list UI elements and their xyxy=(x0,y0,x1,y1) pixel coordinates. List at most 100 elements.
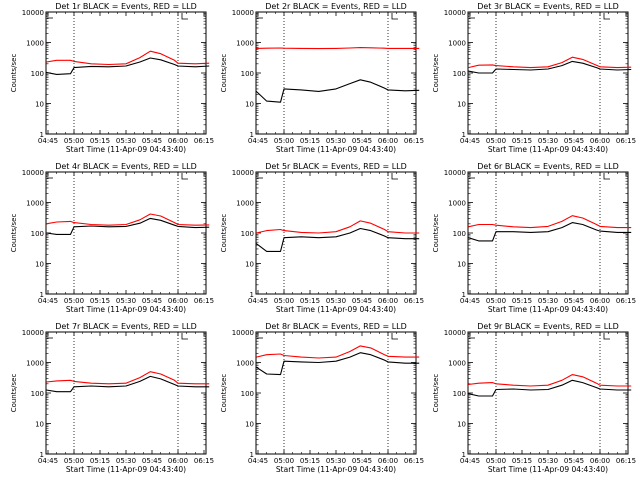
x-tick-label: 05:00 xyxy=(486,137,506,145)
x-tick-label: 05:00 xyxy=(486,297,506,305)
x-tick-label: 05:15 xyxy=(512,137,532,145)
y-tick-label: 10000 xyxy=(22,329,44,337)
x-axis-label: Start Time (11-Apr-09 04:43:40) xyxy=(488,305,608,314)
x-tick-label: 06:15 xyxy=(194,297,214,305)
corner-marker xyxy=(603,333,610,340)
series-lld-line xyxy=(256,220,420,234)
x-axis-label: Start Time (11-Apr-09 04:43:40) xyxy=(276,305,396,314)
y-tick-label: 10000 xyxy=(444,169,466,177)
x-tick-label: 05:00 xyxy=(486,457,506,465)
plot-frame xyxy=(255,11,417,135)
y-axis-label: Counts/sec xyxy=(432,214,440,253)
y-tick-label: 1000 xyxy=(236,360,254,368)
series-events-line xyxy=(46,217,210,235)
series-events-line xyxy=(468,222,632,242)
x-tick-label: 05:45 xyxy=(352,297,372,305)
y-axis-label: Counts/sec xyxy=(432,374,440,413)
y-tick-label: 10 xyxy=(35,101,44,109)
x-tick-label: 05:30 xyxy=(116,457,136,465)
x-tick-label: 06:15 xyxy=(194,137,214,145)
corner-marker xyxy=(603,13,610,20)
x-tick-label: 06:15 xyxy=(616,457,636,465)
y-tick-label: 1000 xyxy=(236,40,254,48)
panel-title: Det 8r BLACK = Events, RED = LLD xyxy=(265,322,407,331)
x-axis-label: Start Time (11-Apr-09 04:43:40) xyxy=(66,145,186,154)
x-tick-label: 06:00 xyxy=(378,457,398,465)
x-tick-label: 05:45 xyxy=(564,297,584,305)
x-tick-label: 04:45 xyxy=(460,137,480,145)
x-tick-label: 05:45 xyxy=(142,297,162,305)
y-tick-label: 1 xyxy=(250,451,254,459)
x-tick-label: 05:45 xyxy=(564,457,584,465)
y-tick-label: 10000 xyxy=(444,9,466,17)
x-tick-label: 06:00 xyxy=(590,137,610,145)
y-tick-label: 1 xyxy=(40,451,44,459)
y-tick-label: 100 xyxy=(453,390,466,398)
y-tick-label: 1 xyxy=(250,291,254,299)
x-tick-label: 04:45 xyxy=(38,297,58,305)
y-tick-label: 1000 xyxy=(448,360,466,368)
panel-title: Det 2r BLACK = Events, RED = LLD xyxy=(265,2,407,11)
y-tick-label: 1 xyxy=(462,451,466,459)
y-tick-label: 10000 xyxy=(444,329,466,337)
x-tick-label: 06:15 xyxy=(616,297,636,305)
y-tick-label: 1000 xyxy=(26,40,44,48)
corner-marker xyxy=(181,173,188,180)
y-tick-label: 1 xyxy=(462,291,466,299)
y-tick-label: 100 xyxy=(241,390,254,398)
series-lld-line xyxy=(46,371,210,385)
y-axis-label: Counts/sec xyxy=(220,374,228,413)
series-lld-line xyxy=(256,47,420,50)
y-tick-label: 10000 xyxy=(22,169,44,177)
corner-marker xyxy=(391,13,398,20)
y-tick-label: 1 xyxy=(250,131,254,139)
y-tick-label: 10 xyxy=(245,421,254,429)
y-axis-label: Counts/sec xyxy=(220,214,228,253)
panel-det-4: Det 4r BLACK = Events, RED = LLD 1 10 100 10… xyxy=(10,162,214,314)
x-tick-label: 04:45 xyxy=(38,457,58,465)
y-tick-label: 10 xyxy=(35,261,44,269)
x-tick-label: 05:15 xyxy=(90,297,110,305)
x-tick-label: 05:45 xyxy=(352,457,372,465)
plot-frame xyxy=(467,171,629,295)
x-tick-label: 06:00 xyxy=(378,137,398,145)
y-axis-label: Counts/sec xyxy=(10,54,18,93)
plot-frame xyxy=(255,331,417,455)
series-events-line xyxy=(255,352,420,376)
x-tick-label: 05:15 xyxy=(300,137,320,145)
x-axis-label: Start Time (11-Apr-09 04:43:40) xyxy=(488,465,608,474)
y-axis-label: Counts/sec xyxy=(10,374,18,413)
panel-title: Det 4r BLACK = Events, RED = LLD xyxy=(55,162,197,171)
x-tick-label: 05:15 xyxy=(300,457,320,465)
panel-det-9: Det 9r BLACK = Events, RED = LLD 1 10 100 10… xyxy=(432,322,636,474)
corner-marker xyxy=(391,333,398,340)
y-tick-label: 10 xyxy=(245,101,254,109)
y-tick-label: 10000 xyxy=(232,9,254,17)
panel-det-2: Det 2r BLACK = Events, RED = LLD 1 10 100 10… xyxy=(220,2,424,154)
corner-marker xyxy=(181,333,188,340)
y-tick-label: 100 xyxy=(241,230,254,238)
panel-title: Det 3r BLACK = Events, RED = LLD xyxy=(477,2,619,11)
x-tick-label: 06:15 xyxy=(616,137,636,145)
x-axis-label: Start Time (11-Apr-09 04:43:40) xyxy=(276,145,396,154)
x-tick-label: 06:15 xyxy=(404,457,424,465)
series-events-line xyxy=(46,375,210,393)
x-tick-label: 05:45 xyxy=(564,137,584,145)
x-tick-label: 05:30 xyxy=(326,297,346,305)
x-tick-label: 04:45 xyxy=(460,297,480,305)
y-tick-label: 10 xyxy=(457,421,466,429)
x-axis-label: Start Time (11-Apr-09 04:43:40) xyxy=(488,145,608,154)
y-tick-label: 1000 xyxy=(448,200,466,208)
x-tick-label: 06:15 xyxy=(404,137,424,145)
x-tick-label: 05:00 xyxy=(274,137,294,145)
corner-marker xyxy=(181,13,188,20)
x-tick-label: 05:00 xyxy=(274,297,294,305)
x-tick-label: 06:15 xyxy=(404,297,424,305)
x-axis-label: Start Time (11-Apr-09 04:43:40) xyxy=(276,465,396,474)
y-tick-label: 100 xyxy=(241,70,254,78)
corner-marker xyxy=(603,173,610,180)
x-tick-label: 06:00 xyxy=(378,297,398,305)
panel-title: Det 7r BLACK = Events, RED = LLD xyxy=(55,322,197,331)
y-tick-label: 100 xyxy=(31,230,44,238)
